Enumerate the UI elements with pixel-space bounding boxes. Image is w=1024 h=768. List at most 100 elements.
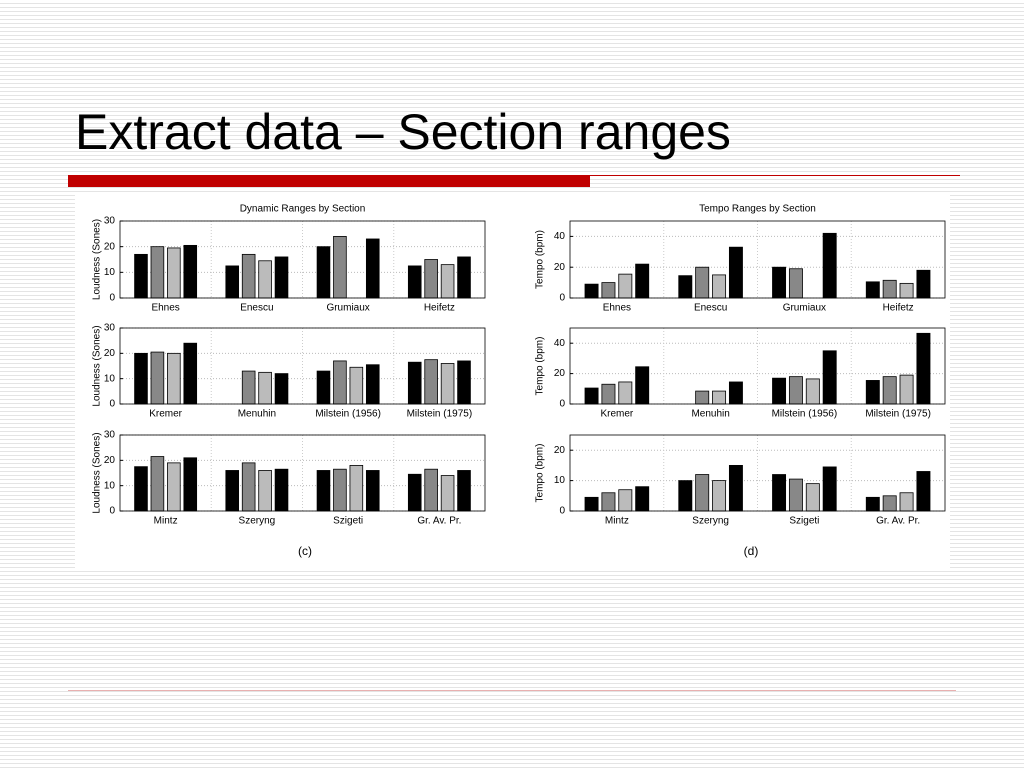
bar: [899, 374, 914, 405]
bar: [601, 383, 616, 405]
bar: [440, 475, 455, 512]
x-tick-label: Grumiaux: [783, 303, 826, 314]
y-tick-label: 30: [104, 216, 116, 227]
y-tick-label: 20: [554, 262, 566, 273]
x-tick-label: Szigeti: [789, 516, 819, 527]
plot-frame: [119, 220, 486, 299]
bar: [241, 253, 256, 299]
x-tick-label: Milstein (1975): [865, 409, 931, 420]
bar: [728, 246, 743, 299]
y-tick-label: 30: [104, 430, 116, 441]
chart-title: Dynamic Ranges by Section: [240, 204, 366, 215]
bar: [407, 265, 422, 299]
x-tick-label: Kremer: [149, 409, 182, 420]
y-tick-label: 0: [559, 506, 565, 517]
x-tick-label: Mintz: [154, 516, 178, 527]
bar: [822, 232, 837, 299]
bar: [882, 376, 897, 405]
bar: [788, 268, 803, 299]
bar: [695, 266, 710, 299]
y-tick-label: 40: [554, 231, 566, 242]
bar: [457, 470, 471, 512]
x-tick-label: Mintz: [605, 516, 629, 527]
bar: [241, 370, 256, 405]
bar: [225, 265, 240, 299]
x-tick-label: Gr. Av. Pr.: [876, 516, 920, 527]
bar: [772, 377, 787, 405]
bar: [407, 473, 422, 512]
bar: [333, 468, 347, 512]
bar: [788, 478, 803, 512]
y-tick-label: 0: [109, 506, 115, 517]
figure-caption: (c): [298, 544, 312, 558]
bar: [258, 371, 272, 405]
bar: [805, 483, 820, 512]
slide-title: Extract data – Section ranges: [75, 104, 731, 160]
bar: [349, 464, 364, 512]
bar: [916, 471, 931, 512]
bar: [274, 256, 289, 299]
bar: [584, 496, 599, 512]
bar: [916, 269, 931, 299]
bar: [601, 492, 616, 512]
bar: [601, 282, 616, 299]
bar: [635, 366, 650, 405]
bar: [822, 466, 837, 512]
bar: [424, 359, 438, 405]
x-tick-label: Szeryng: [239, 516, 276, 527]
bar: [728, 464, 743, 512]
x-tick-label: Menuhin: [238, 409, 276, 420]
bar: [150, 456, 165, 512]
bar: [316, 246, 331, 299]
bar: [365, 470, 380, 512]
y-tick-label: 20: [104, 241, 116, 252]
bar: [772, 474, 787, 512]
x-tick-label: Szeryng: [692, 516, 729, 527]
bar: [134, 466, 148, 512]
plot-frame: [569, 220, 946, 299]
bar: [822, 350, 837, 405]
bar: [150, 246, 165, 299]
chart-title: Tempo Ranges by Section: [699, 204, 816, 215]
bar: [712, 480, 727, 512]
bar: [618, 381, 633, 405]
bar: [618, 489, 633, 512]
title-bar: [68, 175, 590, 187]
bar: [365, 238, 380, 299]
y-tick-label: 0: [559, 399, 565, 410]
bar: [424, 259, 438, 299]
x-tick-label: Milstein (1956): [772, 409, 838, 420]
bar: [365, 364, 380, 405]
figure-caption: (d): [744, 544, 759, 558]
bar: [635, 263, 650, 299]
bar: [882, 495, 897, 512]
bar: [167, 247, 181, 299]
figure: [75, 195, 950, 568]
bar: [316, 470, 331, 512]
y-axis-label: Loudness (Sones): [92, 432, 103, 513]
bar: [274, 373, 289, 405]
bar: [258, 470, 272, 512]
y-axis-label: Loudness (Sones): [92, 325, 103, 406]
bar: [167, 462, 181, 512]
bar: [635, 486, 650, 512]
bar: [899, 282, 914, 299]
bar: [695, 390, 710, 405]
bar: [584, 283, 599, 299]
bar: [882, 279, 897, 299]
x-tick-label: Grumiaux: [326, 303, 369, 314]
y-axis-label: Tempo (bpm): [535, 230, 546, 289]
bar: [134, 253, 148, 299]
y-tick-label: 0: [559, 293, 565, 304]
bar: [865, 496, 880, 512]
x-tick-label: Gr. Av. Pr.: [417, 516, 461, 527]
bar: [134, 352, 148, 405]
plot-frame: [119, 327, 486, 405]
bar: [440, 264, 455, 299]
bar: [899, 492, 914, 512]
bar: [241, 462, 256, 512]
bar: [865, 380, 880, 405]
bar: [349, 366, 364, 405]
